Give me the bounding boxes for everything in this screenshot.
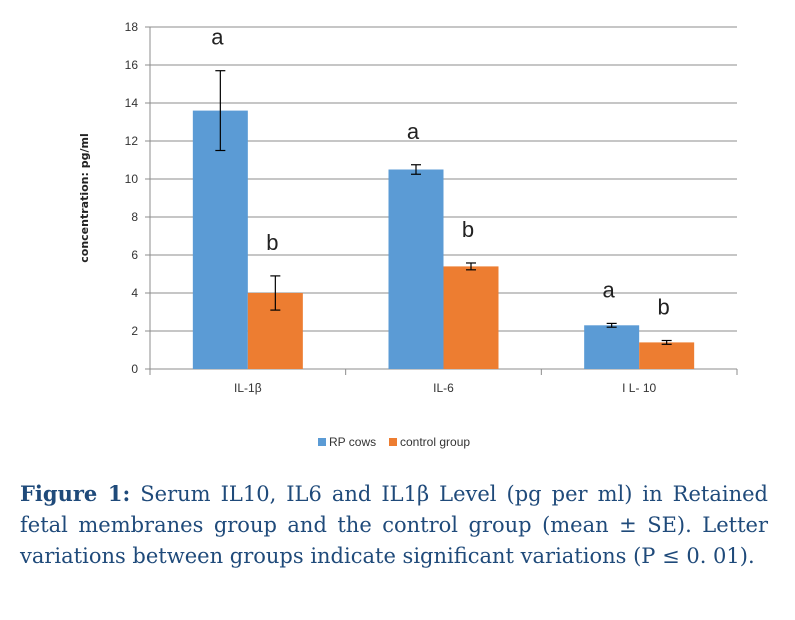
legend-swatch: [318, 438, 326, 446]
y-tick-label: 12: [125, 134, 139, 148]
x-tick-label: I L- 10: [622, 381, 656, 395]
significance-label: a: [211, 25, 224, 50]
y-tick-label: 16: [125, 58, 139, 72]
bar: [584, 325, 640, 369]
x-tick-label: IL-1β: [234, 381, 262, 395]
y-tick-label: 4: [131, 286, 138, 300]
legend-swatch: [389, 438, 397, 446]
y-tick-label: 10: [125, 172, 139, 186]
y-axis-label: concentration: pg/ml: [78, 133, 91, 262]
bar: [639, 342, 695, 369]
y-tick-label: 2: [131, 324, 138, 338]
caption-text: Serum IL10, IL6 and IL1β Level (pg per m…: [20, 482, 768, 568]
y-tick-label: 6: [131, 248, 138, 262]
x-tick-label: IL-6: [433, 381, 454, 395]
y-tick-label: 8: [131, 210, 138, 224]
significance-label: b: [658, 295, 670, 320]
legend-label: RP cows: [329, 435, 376, 449]
y-tick-label: 0: [131, 362, 138, 376]
y-tick-label: 14: [125, 96, 139, 110]
significance-label: a: [407, 119, 420, 144]
bar-chart: 0 2 4 6 8 10 12 14 16 18 concentration: pg/ml IL-1β…: [78, 20, 738, 449]
significance-label: b: [266, 230, 278, 255]
bar: [388, 169, 444, 369]
caption-label: Figure 1:: [20, 481, 131, 506]
bar: [192, 110, 248, 369]
significance-label: b: [462, 217, 474, 242]
bar: [443, 266, 499, 369]
y-tick-label: 18: [125, 20, 139, 34]
legend-label: control group: [400, 435, 470, 449]
significance-label: a: [603, 277, 616, 302]
figure-caption: Figure 1: Serum IL10, IL6 and IL1β Level…: [20, 478, 768, 572]
